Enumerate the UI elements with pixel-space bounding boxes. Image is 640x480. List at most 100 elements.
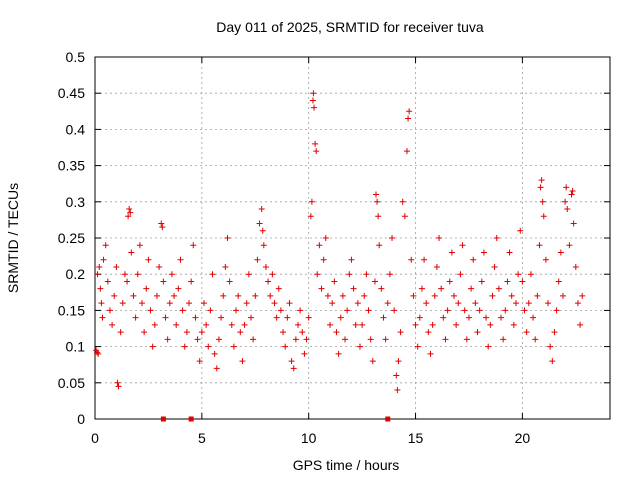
data-point — [559, 292, 566, 299]
data-point — [568, 191, 575, 198]
data-point — [547, 343, 554, 350]
data-point — [100, 256, 107, 263]
data-point — [200, 300, 207, 307]
data-point — [410, 292, 417, 299]
data-point — [564, 206, 571, 213]
data-point — [267, 292, 274, 299]
data-point — [371, 278, 378, 285]
data-point — [380, 314, 387, 321]
data-point — [418, 285, 425, 292]
data-point — [493, 235, 500, 241]
data-point — [211, 350, 218, 357]
data-point — [414, 343, 421, 350]
data-point — [275, 285, 282, 292]
data-point — [259, 227, 266, 234]
data-point — [502, 307, 509, 314]
data-point — [277, 307, 284, 314]
data-point — [532, 336, 539, 343]
data-point — [117, 329, 124, 336]
data-point — [97, 285, 104, 292]
data-point — [314, 271, 321, 278]
data-point — [442, 336, 449, 343]
data-point — [113, 263, 120, 270]
data-point — [160, 278, 167, 285]
data-point — [269, 271, 276, 278]
data-point — [453, 321, 460, 328]
data-point — [207, 307, 214, 314]
data-point — [557, 249, 564, 256]
data-point — [444, 307, 451, 314]
data-point — [125, 213, 132, 220]
data-point — [102, 242, 109, 249]
data-point — [510, 321, 517, 328]
y-tick-label: 0.3 — [66, 194, 86, 210]
data-point — [468, 285, 475, 292]
data-point — [286, 300, 293, 307]
data-point — [213, 365, 220, 372]
data-point — [104, 278, 111, 285]
data-point — [237, 329, 244, 336]
data-point — [553, 307, 560, 314]
data-point — [436, 235, 443, 241]
data-point — [350, 285, 357, 292]
data-point — [382, 336, 389, 343]
data-point — [147, 307, 154, 314]
data-point — [134, 271, 141, 278]
data-point — [186, 300, 193, 307]
data-point — [310, 90, 317, 97]
data-point — [309, 97, 316, 104]
data-point — [301, 350, 308, 357]
data-point — [504, 278, 511, 285]
data-point — [228, 321, 235, 328]
data-point — [145, 256, 152, 263]
data-point — [258, 206, 265, 213]
data-point — [239, 358, 246, 365]
data-point — [549, 358, 556, 365]
data-point — [203, 321, 210, 328]
data-point — [290, 365, 297, 372]
data-point — [478, 278, 485, 285]
data-point — [198, 329, 205, 336]
data-point — [476, 307, 483, 314]
data-point — [196, 358, 203, 365]
data-point — [463, 336, 470, 343]
data-point — [130, 292, 137, 299]
data-point — [324, 292, 331, 299]
data-point — [175, 285, 182, 292]
y-tick-label: 0.5 — [66, 49, 86, 65]
data-point — [563, 184, 570, 191]
data-point — [114, 379, 121, 386]
data-point — [537, 184, 544, 191]
data-point — [451, 292, 458, 299]
data-point — [433, 263, 440, 270]
data-point — [220, 292, 227, 299]
data-point — [171, 292, 178, 299]
data-point — [247, 314, 254, 321]
data-point — [386, 271, 393, 278]
data-point — [539, 198, 546, 205]
y-tick-label: 0.05 — [58, 375, 85, 391]
x-tick-label: 0 — [91, 430, 99, 446]
data-point — [480, 249, 487, 256]
data-point — [519, 278, 526, 285]
data-point — [307, 213, 314, 220]
y-tick-label: 0.4 — [66, 121, 86, 137]
data-point — [224, 235, 231, 241]
data-point — [378, 285, 385, 292]
data-point — [288, 358, 295, 365]
data-point — [391, 307, 398, 314]
data-point — [403, 148, 410, 155]
data-point — [168, 271, 175, 278]
data-point — [320, 256, 327, 263]
data-point — [305, 314, 312, 321]
data-point — [389, 235, 396, 241]
data-point — [455, 300, 462, 307]
missing-data-marker — [188, 416, 194, 422]
data-point — [98, 300, 105, 307]
data-point — [96, 263, 103, 270]
data-point — [282, 343, 289, 350]
data-point — [555, 278, 562, 285]
y-axis-label: SRMTID / TECUs — [5, 183, 21, 293]
x-axis: 0 5 10 15 20 — [91, 57, 530, 446]
data-point — [121, 271, 128, 278]
